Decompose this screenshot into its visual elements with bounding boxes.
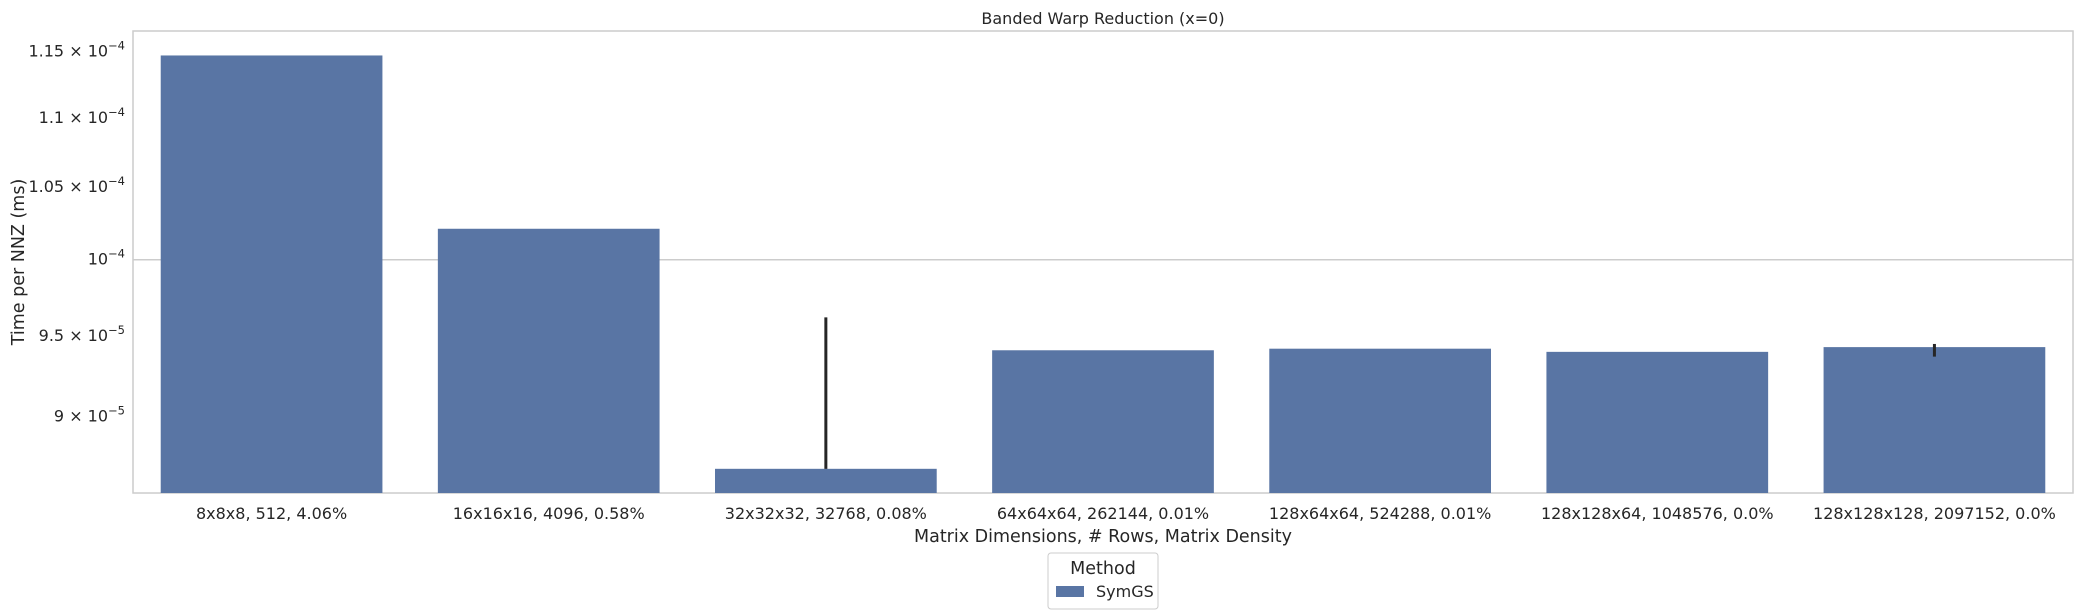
x-tick-label: 128x64x64, 524288, 0.01% (1269, 504, 1491, 523)
y-tick-label: 1.15 × 10−4 (28, 39, 125, 61)
y-tick-label: 1.1 × 10−4 (39, 105, 125, 127)
bar (437, 228, 660, 494)
error-bars (824, 317, 1936, 469)
bars (160, 55, 2046, 494)
x-tick-label: 16x16x16, 4096, 0.58% (453, 504, 645, 523)
y-tick-labels: 9 × 10−5 9.5 × 10−5 10−4 1.05 × 10−4 1.1 × 1… (28, 39, 125, 426)
bar (992, 350, 1214, 493)
bar (1823, 347, 2046, 493)
y-tick-label: 10−4 (88, 247, 125, 269)
legend-title: Method (1070, 559, 1136, 579)
chart-title: Banded Warp Reduction (x=0) (981, 9, 1224, 28)
x-tick-label: 64x64x64, 262144, 0.01% (997, 504, 1209, 523)
bar (1546, 351, 1769, 493)
x-axis-label: Matrix Dimensions, # Rows, Matrix Densit… (914, 527, 1292, 547)
y-tick-label: 9 × 10−5 (54, 404, 125, 426)
y-axis-label: Time per NNZ (ms) (9, 179, 29, 347)
x-tick-label: 8x8x8, 512, 4.06% (196, 504, 347, 523)
y-tick-label: 1.05 × 10−4 (28, 174, 125, 196)
x-tick-label: 128x128x128, 2097152, 0.0% (1813, 504, 2056, 523)
x-tick-label: 32x32x32, 32768, 0.08% (725, 504, 927, 523)
x-tick-labels: 8x8x8, 512, 4.06% 16x16x16, 4096, 0.58% 32… (196, 504, 2056, 523)
bar (160, 55, 383, 494)
legend-entry-symgs: SymGS (1096, 582, 1154, 601)
legend-swatch (1056, 586, 1084, 597)
bar (715, 468, 937, 493)
bar (1269, 348, 1491, 493)
y-tick-label: 9.5 × 10−5 (39, 323, 125, 345)
legend: Method SymGS (1047, 552, 1159, 610)
x-tick-label: 128x128x64, 1048576, 0.0% (1541, 504, 1774, 523)
